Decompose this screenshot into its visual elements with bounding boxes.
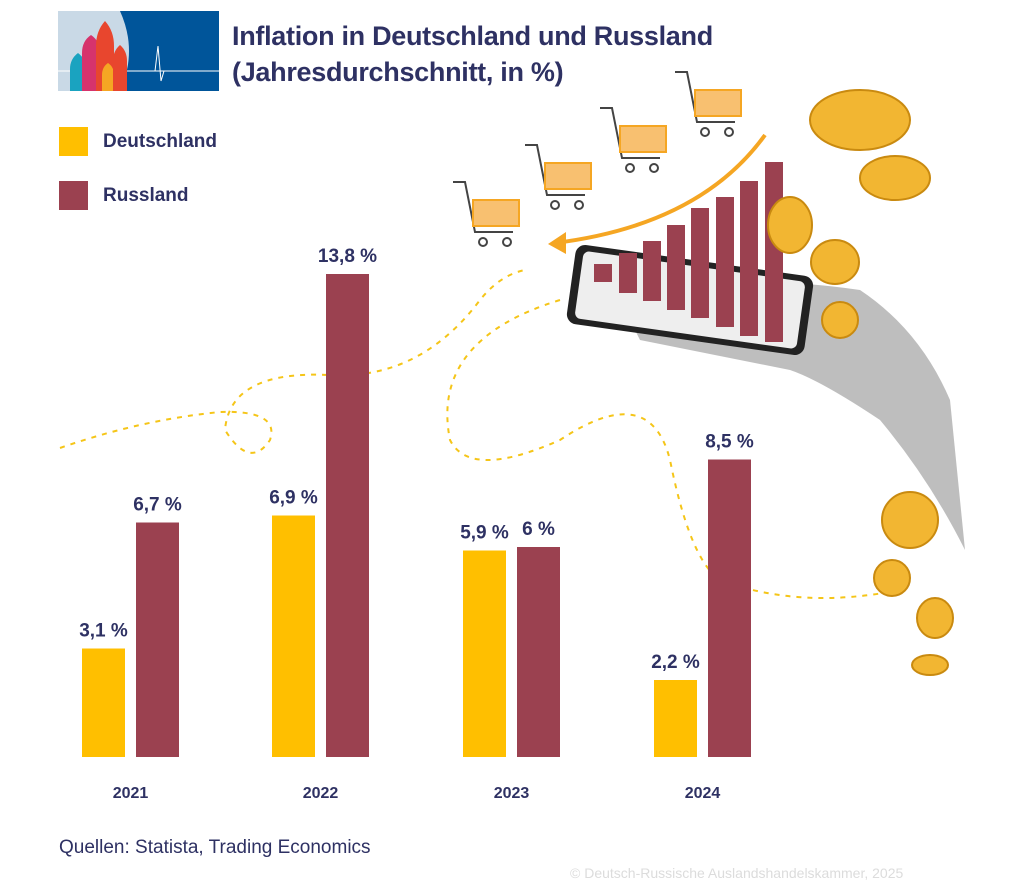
data-label-russland-2024: 8,5 %: [705, 432, 754, 453]
data-label-russland-2021: 6,7 %: [133, 495, 182, 516]
legend-swatch-deutschland: [59, 127, 88, 156]
hand-icon: [620, 282, 965, 550]
dashed-path: [59, 269, 526, 454]
cart-icons: [453, 71, 742, 247]
x-tick-label-2024: 2024: [685, 785, 721, 802]
data-label-deutschland-2021: 3,1 %: [79, 621, 128, 642]
data-label-deutschland-2024: 2,2 %: [651, 652, 700, 673]
bar-russland-2022: [326, 274, 369, 757]
data-label-deutschland-2023: 5,9 %: [460, 523, 509, 544]
x-tick-label-2022: 2022: [303, 785, 339, 802]
title-line-1: Inflation in Deutschland und Russland: [232, 21, 713, 51]
phone-bars: [594, 162, 783, 342]
data-label-deutschland-2022: 6,9 %: [269, 488, 318, 509]
bar-deutschland-2022: [272, 515, 315, 757]
bar-russland-2021: [136, 522, 179, 757]
logo: [58, 11, 219, 91]
x-tick-label-2021: 2021: [113, 785, 149, 802]
legend-item-deutschland: Deutschland: [59, 127, 217, 156]
arrow-icon: [554, 133, 767, 245]
chart-title: Inflation in Deutschland und Russland (J…: [232, 18, 713, 90]
legend-label-russland: Russland: [103, 184, 189, 206]
legend-item-russland: Russland: [59, 181, 189, 210]
arrow-head-icon: [548, 232, 566, 254]
source-note: Quellen: Statista, Trading Economics: [59, 837, 371, 858]
bar-russland-2023: [517, 547, 560, 757]
bar-russland-2024: [708, 459, 751, 757]
data-label-russland-2023: 6 %: [522, 519, 555, 540]
copyright-note: © Deutsch-Russische Auslandshandelskamme…: [570, 865, 904, 881]
x-tick-label-2023: 2023: [494, 785, 530, 802]
legend-label-deutschland: Deutschland: [103, 130, 218, 152]
bar-deutschland-2021: [82, 648, 125, 757]
title-line-2: (Jahresdurchschnitt, in %): [232, 57, 564, 87]
data-label-russland-2022: 13,8 %: [318, 246, 377, 267]
coin-icons: [767, 89, 954, 676]
bar-deutschland-2023: [463, 550, 506, 757]
bar-deutschland-2024: [654, 680, 697, 757]
legend-swatch-russland: [59, 181, 88, 210]
